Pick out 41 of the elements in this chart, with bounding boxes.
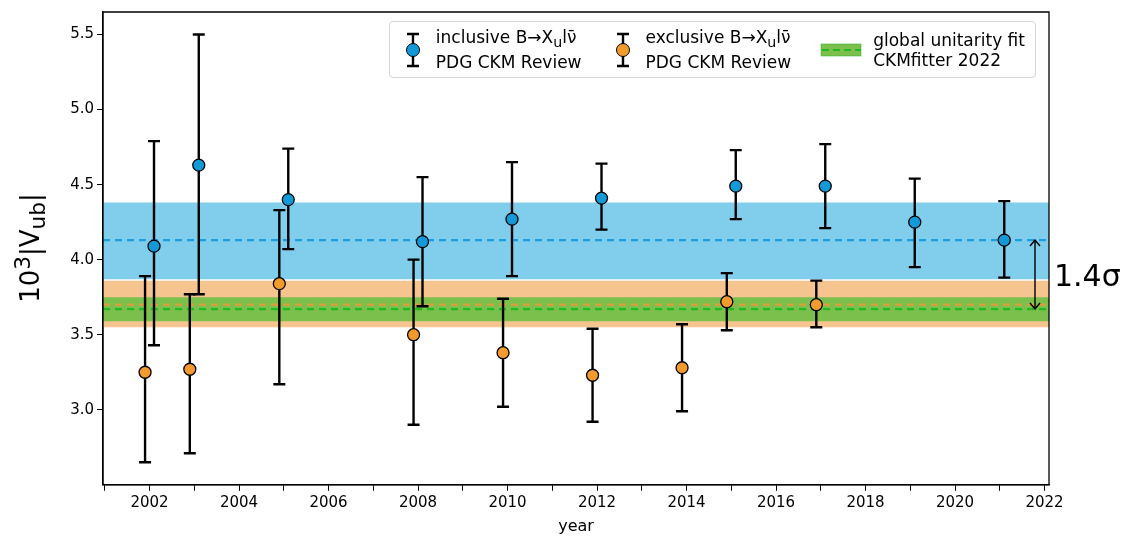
x-tick-label: 2022 [1025, 492, 1064, 511]
x-tick-label: 2004 [219, 492, 259, 511]
x-tick-label: 2008 [398, 492, 438, 511]
x-axis-title: year [558, 515, 595, 535]
y-tick-label: 5.5 [70, 24, 94, 43]
x-tick-label: 2010 [488, 492, 527, 511]
x-tick-label: 2006 [309, 492, 348, 511]
point [594, 191, 609, 205]
point [281, 192, 295, 207]
point [496, 346, 510, 360]
text: 1.4σ [1054, 257, 1121, 293]
legend-label: inclusive B→X$_{u}$lν̄ PDG CKM Review [435, 27, 582, 73]
point [908, 215, 922, 229]
point [272, 277, 286, 291]
legend-label: global unitarity fit CKMfitter 2022 [873, 29, 1025, 70]
y-tick-label: 3.0 [70, 399, 94, 418]
point [809, 298, 823, 312]
point [818, 179, 832, 193]
x-tick-label: 2002 [130, 492, 169, 511]
x-tick-label: 2014 [667, 492, 706, 511]
point [720, 295, 734, 309]
point [415, 235, 430, 249]
point [997, 233, 1011, 247]
point [138, 365, 152, 379]
legend-label: exclusive B→X$_{u}$lν̄ PDG CKM Review [645, 27, 792, 73]
y-tick-label: 4.5 [70, 174, 94, 193]
y-tick-label: 5.0 [70, 99, 94, 118]
y-tick-label: 4.0 [70, 249, 94, 268]
point [183, 362, 197, 376]
point [406, 328, 421, 342]
point [729, 179, 743, 193]
point [675, 361, 689, 375]
point [192, 158, 206, 172]
y-tick-label: 3.5 [70, 324, 94, 343]
x-tick-label: 2018 [846, 492, 885, 511]
point [147, 239, 161, 253]
point [505, 212, 519, 226]
x-tick-label: 2016 [756, 492, 796, 511]
x-tick-label: 2012 [577, 492, 617, 511]
x-tick-label: 2020 [935, 492, 975, 511]
point [585, 368, 600, 382]
